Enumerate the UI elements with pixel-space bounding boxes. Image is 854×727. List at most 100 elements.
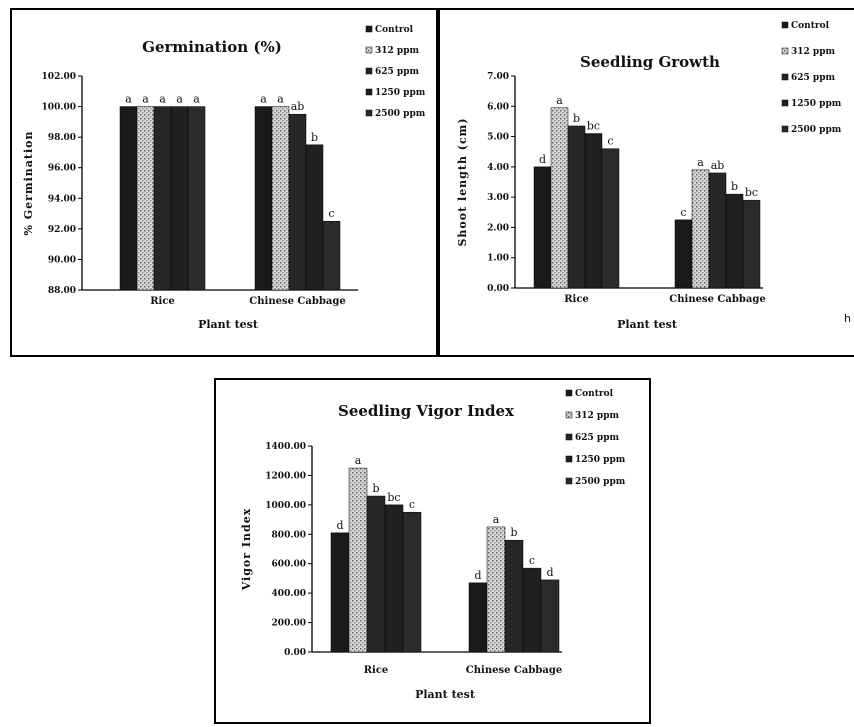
legend-swatch xyxy=(565,433,573,441)
y-tick-label: 1400.00 xyxy=(265,442,306,452)
y-tick-label: 90.00 xyxy=(48,255,76,265)
legend-label: 312 ppm xyxy=(575,411,620,421)
y-tick-label: 1000.00 xyxy=(265,501,306,511)
x-axis-title: Plant test xyxy=(415,688,476,701)
y-tick-label: 98.00 xyxy=(48,133,76,143)
significance-label: b xyxy=(372,482,379,495)
germination-chart-panel: Germination (%) 88.00 90.00 92.00 94.00 96.00… xyxy=(10,8,439,357)
y-tick-label: 88.00 xyxy=(48,286,76,296)
legend-swatch xyxy=(565,455,573,463)
significance-label: a xyxy=(260,93,267,106)
y-tick-label: 0.00 xyxy=(284,648,306,658)
significance-label: c xyxy=(680,206,686,219)
legend-label: 1250 ppm xyxy=(575,455,626,465)
significance-label: ab xyxy=(291,100,305,113)
significance-label: d xyxy=(474,569,481,582)
legend-swatch xyxy=(565,389,573,397)
legend-label: 312 ppm xyxy=(791,47,836,57)
significance-label: a xyxy=(493,513,500,526)
y-tick-label: 0.00 xyxy=(487,284,509,294)
y-tick-label: 102.00 xyxy=(42,72,76,82)
legend-label: Control xyxy=(375,25,414,35)
bar xyxy=(468,582,488,653)
bar xyxy=(486,526,506,653)
significance-label: c xyxy=(529,554,535,567)
significance-label: b xyxy=(311,131,318,144)
chart-title: Seedling Vigor Index xyxy=(338,402,515,420)
significance-label: c xyxy=(328,207,334,220)
significance-label: a xyxy=(159,93,166,106)
significance-label: a xyxy=(142,93,149,106)
y-tick-label: 94.00 xyxy=(48,194,76,204)
significance-label: a xyxy=(277,93,284,106)
vigor-index-chart-panel: Seedling Vigor Index 0.00 200.00 400.00 600.… xyxy=(214,378,651,724)
bar xyxy=(725,193,744,289)
significance-label: a xyxy=(125,93,132,106)
significance-label: b xyxy=(573,112,580,125)
significance-label: a xyxy=(355,454,362,467)
y-tick-label: 6.00 xyxy=(487,102,509,112)
significance-label: b xyxy=(510,526,517,539)
legend-swatch xyxy=(781,47,789,55)
legend-label: 2500 ppm xyxy=(791,125,842,135)
bar xyxy=(136,106,155,291)
bar xyxy=(584,133,603,289)
significance-label: d xyxy=(546,566,553,579)
significance-label: bc xyxy=(587,120,600,133)
significance-label: d xyxy=(539,153,546,166)
legend-swatch xyxy=(781,99,789,107)
x-axis-title: Plant test xyxy=(198,318,259,331)
significance-label: bc xyxy=(745,186,758,199)
legend-swatch xyxy=(781,125,789,133)
legend-swatch xyxy=(781,73,789,81)
stray-mark: h xyxy=(844,312,851,325)
legend-label: Control xyxy=(575,389,614,399)
bar xyxy=(348,467,368,653)
significance-label: c xyxy=(409,498,415,511)
bar xyxy=(540,579,560,653)
y-tick-label: 4.00 xyxy=(487,163,509,173)
bar xyxy=(504,539,524,653)
significance-label: c xyxy=(607,135,613,148)
significance-label: a xyxy=(697,156,704,169)
bar xyxy=(119,106,138,291)
y-axis-title: Vigor Index xyxy=(240,508,253,592)
significance-label: bc xyxy=(387,491,400,504)
legend-label: 2500 ppm xyxy=(575,477,626,487)
legend-label: 625 ppm xyxy=(375,67,420,77)
x-category-label: Chinese Cabbage xyxy=(466,665,562,676)
bar xyxy=(567,125,586,289)
y-tick-label: 96.00 xyxy=(48,164,76,174)
legend-label: 1250 ppm xyxy=(791,99,842,109)
chart-title: Germination (%) xyxy=(142,38,282,56)
y-tick-label: 400.00 xyxy=(272,589,306,599)
bar xyxy=(330,532,350,653)
seedling-growth-chart: Seedling Growth 0.00 1.00 2.00 3.00 4.00 5.00 6… xyxy=(456,21,842,331)
y-tick-label: 92.00 xyxy=(48,225,76,235)
seedling-growth-chart-panel: Seedling Growth 0.00 1.00 2.00 3.00 4.00 5.00 6… xyxy=(437,8,854,357)
y-tick-label: 1.00 xyxy=(487,254,509,264)
significance-label: b xyxy=(731,180,738,193)
x-category-label: Rice xyxy=(364,665,389,676)
legend-swatch xyxy=(565,477,573,485)
significance-label: a xyxy=(193,93,200,106)
y-tick-label: 7.00 xyxy=(487,72,509,82)
legend-swatch xyxy=(365,88,373,96)
significance-label: ab xyxy=(711,159,725,172)
legend-swatch xyxy=(365,67,373,75)
y-tick-label: 100.00 xyxy=(42,103,76,113)
bar xyxy=(170,106,189,291)
y-tick-label: 800.00 xyxy=(272,530,306,540)
x-axis-title: Plant test xyxy=(617,318,678,331)
x-category-label: Chinese Cabbage xyxy=(249,296,345,307)
y-tick-label: 3.00 xyxy=(487,193,509,203)
legend-label: 2500 ppm xyxy=(375,109,426,119)
legend-swatch xyxy=(365,25,373,33)
x-category-label: Rice xyxy=(150,296,175,307)
bar xyxy=(288,113,307,291)
bar xyxy=(601,148,620,289)
bar xyxy=(691,169,710,289)
chart-title: Seedling Growth xyxy=(580,53,720,71)
bar xyxy=(254,106,273,291)
bar xyxy=(550,107,569,289)
